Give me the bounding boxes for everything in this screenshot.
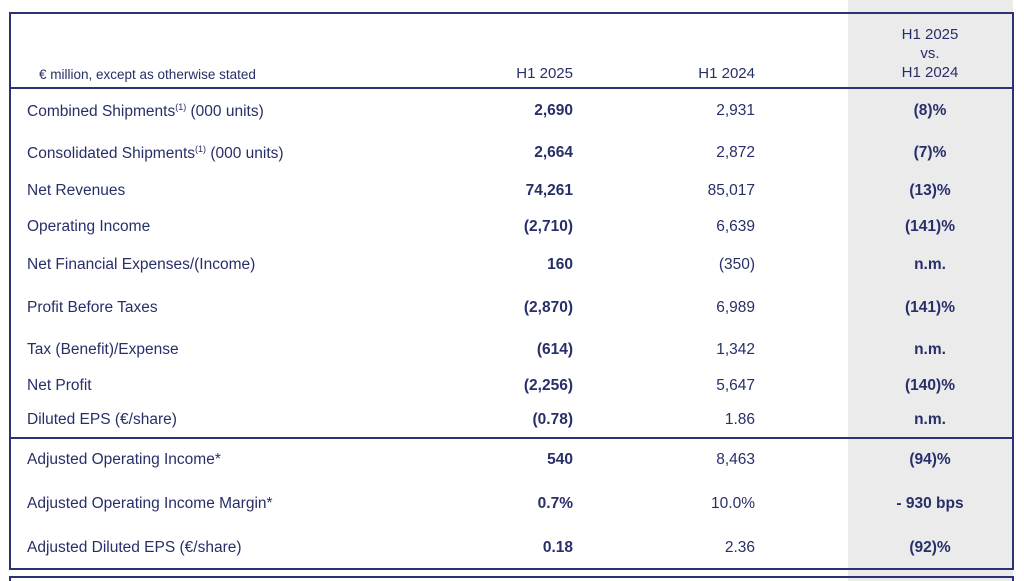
value-h1-2025: (2,710) (523, 218, 573, 235)
value-change: (7)% (913, 144, 947, 161)
value-h1-2024: 8,463 (716, 451, 755, 468)
value-h1-2025: (614) (536, 341, 573, 358)
table-row-adjusted-operating-income-margin: Adjusted Operating Income Margin* 0.7% 1… (11, 481, 1012, 527)
column-header-change-line3: H1 2024 (901, 64, 959, 81)
value-h1-2024: 1.86 (724, 411, 755, 428)
value-h1-2025: 2,664 (534, 144, 573, 161)
row-label-text: Net Profit (27, 377, 92, 394)
value-h1-2025: 2,690 (534, 102, 573, 119)
row-label-text: Net Financial Expenses/(Income) (27, 256, 256, 273)
row-label: Net Profit (11, 377, 413, 395)
value-h1-2024: 6,639 (716, 218, 755, 235)
value-h1-2024: 85,017 (707, 182, 755, 199)
table-row-adjusted-diluted-eps: Adjusted Diluted EPS (€/share) 0.18 2.36… (11, 527, 1012, 568)
row-label: Adjusted Operating Income Margin* (11, 495, 413, 513)
value-h1-2025: (0.78) (532, 411, 574, 428)
results-table: € million, except as otherwise stated H1… (9, 12, 1014, 570)
row-label: Profit Before Taxes (11, 299, 413, 317)
table-row-profit-before-taxes: Profit Before Taxes (2,870) 6,989 (141)% (11, 285, 1012, 331)
value-change: (141)% (905, 218, 955, 235)
value-h1-2025: 540 (547, 451, 573, 468)
value-h1-2024: 6,989 (716, 299, 755, 316)
value-change: n.m. (914, 256, 946, 273)
row-label-text: Tax (Benefit)/Expense (27, 341, 179, 358)
value-change: n.m. (914, 341, 946, 358)
value-change: (92)% (909, 538, 951, 556)
row-label-suffix: (000 units) (186, 102, 264, 120)
row-label-suffix: (000 units) (206, 144, 284, 162)
column-header-change-line2: vs. (920, 45, 940, 62)
value-change: (8)% (913, 102, 947, 119)
column-header-h1-2024: H1 2024 (698, 65, 755, 82)
table-header-row: € million, except as otherwise stated H1… (11, 14, 1012, 89)
row-label: Adjusted Operating Income* (11, 451, 413, 469)
row-label-text: Profit Before Taxes (27, 299, 158, 316)
value-h1-2024: 2,931 (716, 102, 755, 119)
table-row-diluted-eps: Diluted EPS (€/share) (0.78) 1.86 n.m. (11, 403, 1012, 437)
row-label: Tax (Benefit)/Expense (11, 341, 413, 359)
unit-note: € million, except as otherwise stated (39, 67, 256, 82)
row-label: Diluted EPS (€/share) (11, 411, 413, 429)
value-h1-2024: 1,342 (716, 341, 755, 358)
value-h1-2025: 0.7% (537, 495, 573, 512)
change-column-highlight-band (848, 0, 1013, 581)
table-row-net-profit: Net Profit (2,256) 5,647 (140)% (11, 369, 1012, 403)
row-label: Operating Income (11, 218, 413, 236)
table-row-net-revenues: Net Revenues 74,261 85,017 (13)% (11, 173, 1012, 209)
row-label: Consolidated Shipments(1) (000 units) (11, 144, 413, 163)
value-change: n.m. (914, 411, 946, 428)
value-change: (13)% (909, 182, 951, 199)
row-label: Combined Shipments(1) (000 units) (11, 102, 413, 121)
column-header-change-line1: H1 2025 (901, 26, 959, 43)
row-label-text: Adjusted Operating Income Margin* (27, 495, 273, 512)
value-h1-2024: 2,872 (716, 144, 755, 161)
row-label: Adjusted Diluted EPS (€/share) (11, 539, 413, 557)
column-header-change: H1 2025 vs. H1 2024 (848, 25, 1012, 82)
table-row-adjusted-operating-income: Adjusted Operating Income* 540 8,463 (94… (11, 439, 1012, 481)
table-row-combined-shipments: Combined Shipments(1) (000 units) 2,690 … (11, 89, 1012, 133)
row-label-text: Diluted EPS (€/share) (27, 411, 177, 428)
value-change: (141)% (905, 299, 955, 316)
next-section-top-edge (9, 576, 1014, 581)
value-change: (140)% (905, 377, 955, 394)
row-label: Net Revenues (11, 182, 413, 200)
row-label-text: Adjusted Diluted EPS (€/share) (27, 538, 242, 556)
row-label-text: Combined Shipments (27, 102, 176, 120)
value-h1-2025: (2,256) (523, 377, 573, 394)
main-metrics-section: Combined Shipments(1) (000 units) 2,690 … (11, 89, 1012, 437)
row-label-text: Operating Income (27, 218, 151, 235)
row-label-text: Adjusted Operating Income* (27, 451, 221, 468)
adjusted-metrics-section: Adjusted Operating Income* 540 8,463 (94… (11, 437, 1012, 568)
value-change: (94)% (909, 451, 951, 468)
footnote-marker: (1) (175, 101, 187, 112)
footnote-marker: (1) (195, 143, 207, 154)
value-h1-2025: 74,261 (525, 182, 573, 199)
value-h1-2025: (2,870) (523, 299, 573, 316)
row-label-text: Net Revenues (27, 182, 126, 199)
row-label-text: Consolidated Shipments (27, 144, 196, 162)
value-change: - 930 bps (896, 495, 964, 512)
table-row-operating-income: Operating Income (2,710) 6,639 (141)% (11, 209, 1012, 245)
table-row-tax-benefit-expense: Tax (Benefit)/Expense (614) 1,342 n.m. (11, 331, 1012, 369)
table-row-consolidated-shipments: Consolidated Shipments(1) (000 units) 2,… (11, 133, 1012, 173)
value-h1-2024: (350) (718, 256, 755, 273)
value-h1-2024: 2.36 (724, 538, 755, 556)
column-header-h1-2025: H1 2025 (516, 65, 573, 82)
value-h1-2025: 160 (547, 256, 573, 273)
value-h1-2024: 5,647 (716, 377, 755, 394)
value-h1-2025: 0.18 (542, 538, 573, 556)
row-label: Net Financial Expenses/(Income) (11, 256, 413, 274)
table-row-net-financial-expenses: Net Financial Expenses/(Income) 160 (350… (11, 245, 1012, 285)
value-h1-2024: 10.0% (711, 495, 755, 512)
